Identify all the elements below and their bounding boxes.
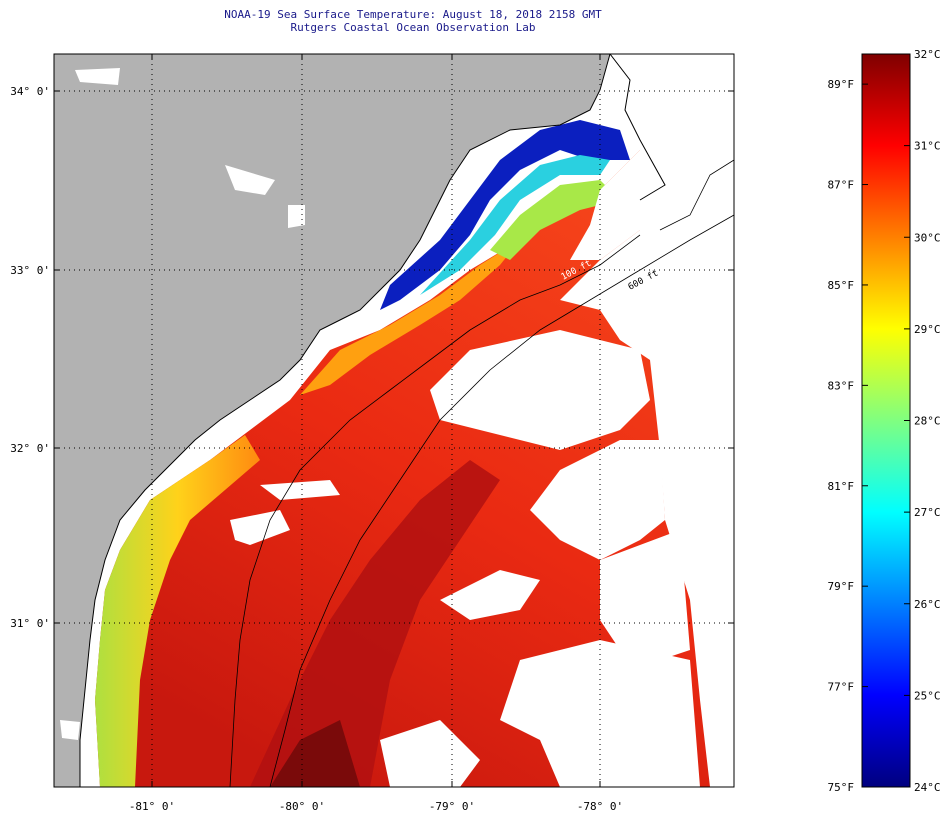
cloud-mask <box>230 150 700 787</box>
map-frame <box>53 53 735 788</box>
nearshore-band <box>95 435 260 787</box>
colorbar-label-fahrenheit: 87°F <box>828 179 855 192</box>
lat-label-34: 34° 0' <box>10 85 50 98</box>
colorbar-label-celsius: 24°C <box>914 781 941 794</box>
colorbar-label-fahrenheit: 83°F <box>828 379 855 392</box>
colorbar-label-celsius: 31°C <box>914 140 941 153</box>
lat-label-32: 32° 0' <box>10 442 50 455</box>
land-mass <box>54 54 610 787</box>
cool-water-fringe <box>420 155 610 295</box>
graticule <box>54 54 734 787</box>
map-subtitle: Rutgers Coastal Ocean Observation Lab <box>290 21 536 34</box>
colorbar-ticks <box>862 53 910 788</box>
lon-label-79: -79° 0' <box>429 800 475 813</box>
colorbar-label-fahrenheit: 75°F <box>828 781 855 794</box>
coastline <box>79 54 611 787</box>
colorbar-label-celsius: 26°C <box>914 598 941 611</box>
transition-water <box>490 180 620 260</box>
colorbar-label-fahrenheit: 85°F <box>828 279 855 292</box>
lat-label-31: 31° 0' <box>10 617 50 630</box>
colorbar-label-fahrenheit: 81°F <box>828 480 855 493</box>
colorbar-label-celsius: 32°C <box>914 48 941 61</box>
colorbar <box>861 53 911 788</box>
lon-label-80: -80° 0' <box>279 800 325 813</box>
colorbar-label-fahrenheit: 77°F <box>828 681 855 694</box>
map-title: NOAA-19 Sea Surface Temperature: August … <box>224 8 602 21</box>
colorbar-label-celsius: 27°C <box>914 506 941 519</box>
cold-upwelling <box>380 120 630 310</box>
colorbar-labels: 32°C 31°C 30°C 29°C 28°C 27°C 26°C 25°C 24°C 89°F… <box>828 48 941 794</box>
colorbar-label-celsius: 28°C <box>914 415 941 428</box>
coastline-north <box>609 54 666 201</box>
sst-swath <box>95 150 710 787</box>
land-cloud <box>60 68 305 740</box>
lon-label-78: -78° 0' <box>577 800 623 813</box>
lon-label-81: -81° 0' <box>129 800 175 813</box>
colorbar-label-fahrenheit: 79°F <box>828 580 855 593</box>
shoreline-detail <box>659 159 734 231</box>
nearshore-band-north <box>300 240 520 395</box>
map-plot-area <box>54 54 734 787</box>
axis-ticks <box>54 54 734 787</box>
colorbar-label-celsius: 29°C <box>914 323 941 336</box>
lat-label-33: 33° 0' <box>10 264 50 277</box>
colorbar-label-celsius: 30°C <box>914 231 941 244</box>
colorbar-label-celsius: 25°C <box>914 689 941 702</box>
colorbar-label-fahrenheit: 89°F <box>828 78 855 91</box>
isobath-100ft <box>229 234 641 787</box>
warmest-core <box>270 720 360 787</box>
